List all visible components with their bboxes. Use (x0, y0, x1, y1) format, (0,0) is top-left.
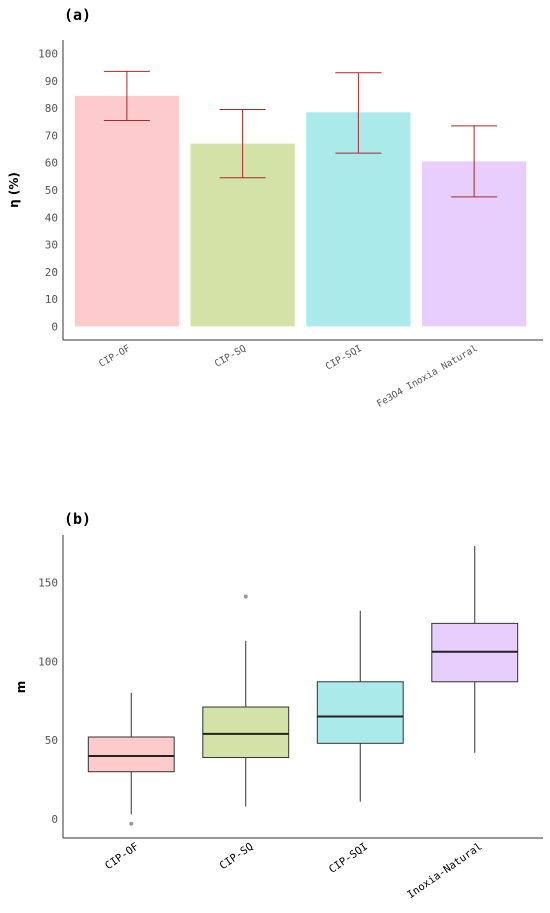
x-tick-label: CIP-SQI (324, 343, 364, 373)
y-tick-label: 70 (45, 129, 58, 142)
x-tick-label: CIP-SQ (213, 343, 248, 370)
x-tick-label: CIP-SQI (327, 841, 370, 876)
y-tick-label: 0 (51, 320, 58, 333)
y-tick-label: 60 (45, 157, 58, 170)
y-tick-label: 100 (38, 655, 58, 668)
box-plot-panel: (b) m 0 50 100 150 CIP-OF CIP-SQ CIP-SQI Inoxi… (14, 510, 543, 901)
y-tick-label: 10 (45, 293, 58, 306)
y-axis-label: η (%) (7, 172, 21, 208)
x-tick-label: CIP-OF (103, 841, 141, 873)
x-tick-label: Inoxia-Natural (405, 841, 484, 902)
box (202, 706, 290, 759)
box (87, 736, 175, 773)
y-tick-label: 90 (45, 75, 58, 88)
x-ticks: CIP-OF CIP-SQ CIP-SQI Fe3O4 Inoxia Natural (97, 343, 479, 410)
x-ticks: CIP-OF CIP-SQ CIP-SQI Inoxia-Natural (103, 841, 484, 902)
bars (74, 95, 527, 327)
x-tick-label: Fe3O4 Inoxia Natural (375, 343, 480, 410)
y-ticks: 0 50 100 150 (38, 576, 58, 826)
panel-label: (a) (64, 6, 91, 24)
x-tick-label: CIP-OF (97, 343, 132, 370)
y-tick-label: 30 (45, 239, 58, 252)
y-tick-label: 50 (45, 734, 58, 747)
bar (74, 95, 179, 327)
outlier-point (129, 821, 134, 826)
y-ticks: 0 10 20 30 40 50 60 70 80 90 100 (38, 48, 58, 334)
y-tick-label: 80 (45, 102, 58, 115)
y-axis-label: m (14, 681, 28, 694)
y-tick-label: 40 (45, 211, 58, 224)
y-tick-label: 20 (45, 266, 58, 279)
y-tick-label: 150 (38, 576, 58, 589)
error-bars (103, 70, 498, 198)
y-tick-label: 0 (51, 813, 58, 826)
outlier-point (243, 594, 248, 599)
box (316, 681, 404, 744)
panel-label: (b) (64, 510, 91, 528)
y-tick-label: 50 (45, 184, 58, 197)
x-tick-label: CIP-SQ (218, 841, 256, 873)
boxes (87, 546, 519, 826)
y-tick-label: 100 (38, 48, 58, 61)
